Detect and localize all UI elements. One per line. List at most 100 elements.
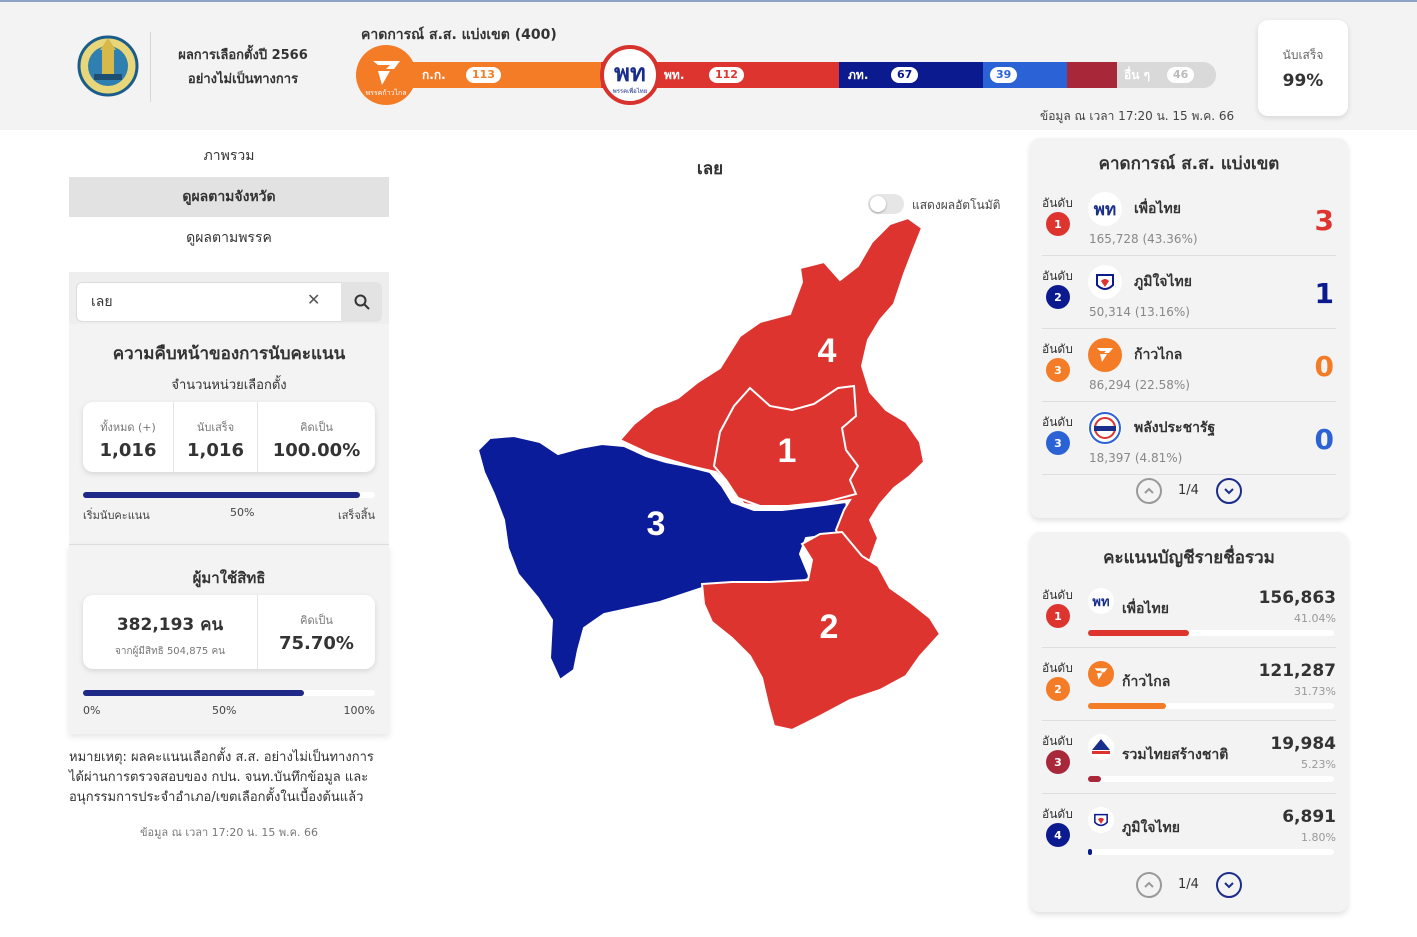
- rank-label: อันดับ: [1042, 588, 1073, 602]
- party-votes-value: 50,314: [1089, 305, 1131, 319]
- turnout-bar: [83, 690, 375, 696]
- turnout-percent-label: คิดเป็น: [300, 614, 333, 627]
- header-title-line1: ผลการเลือกตั้งปี 2566: [178, 48, 308, 63]
- constituency-row[interactable]: อันดับ 3 พลังประชารัฐ 18,397 (4.81%) 0: [1042, 403, 1336, 475]
- auto-refresh-toggle[interactable]: [868, 194, 904, 214]
- pheu-thai-logo: พท พรรคเพื่อไทย: [600, 45, 660, 105]
- turnout-voters: 382,193 คน จากผู้มีสิทธิ 504,875 คน: [83, 595, 257, 669]
- rank-label: อันดับ: [1042, 342, 1073, 356]
- rank-label: อันดับ: [1042, 269, 1073, 283]
- turnout-tick-start: 0%: [83, 704, 101, 717]
- seat-count-pt: 112: [709, 67, 744, 83]
- clear-search-icon[interactable]: ✕: [307, 290, 321, 309]
- turnout-panel: ผู้มาใช้สิทธิ 382,193 คน จากผู้มีสิทธิ 5…: [69, 544, 389, 734]
- party-list-row[interactable]: อันดับ 3 รวมไทยสร้างชาติ 19,984 5.23%: [1042, 722, 1336, 794]
- count-progress-panel: ความคืบหน้าของการนับคะแนน จำนวนหน่วยเลือ…: [69, 324, 389, 544]
- seat-label-other: อื่น ๆ: [1124, 68, 1151, 82]
- constituency-title: คาดการณ์ ส.ส. แบ่งเขต: [1098, 154, 1280, 174]
- district-1-area[interactable]: [712, 384, 860, 507]
- ect-emblem-logo: [77, 35, 139, 97]
- move-forward-caption: พรรคก้าวไกล: [366, 88, 407, 97]
- district-1-label: 1: [778, 432, 797, 470]
- party-pct: 41.04%: [1294, 612, 1336, 625]
- party-list-row[interactable]: อันดับ 4 ภูมิใจไทย 6,891 1.80%: [1042, 795, 1336, 867]
- units-total-value: 1,016: [99, 440, 157, 461]
- prev-page-button[interactable]: [1136, 872, 1162, 898]
- map-title: เลย: [696, 159, 724, 179]
- page-indicator: 1/4: [1178, 483, 1199, 498]
- party-list-title: คะแนนบัญชีรายชื่อรวม: [1103, 548, 1275, 568]
- constituency-row[interactable]: อันดับ 2 ภูมิใจไทย 50,314 (13.16%) 1: [1042, 257, 1336, 329]
- seat-count-other: 46: [1167, 67, 1195, 83]
- party-votes-value: 86,294: [1089, 378, 1131, 392]
- count-progress-bar: [83, 492, 375, 498]
- turnout-tick-mid: 50%: [212, 704, 237, 717]
- header-divider: [150, 32, 151, 102]
- units-counted: นับเสร็จ 1,016: [173, 402, 257, 472]
- vote-share-fill: [1088, 776, 1101, 782]
- party-votes-value: 18,397: [1089, 451, 1131, 465]
- chevron-up-icon: [1144, 487, 1154, 494]
- party-name: ก้าวไกล: [1134, 347, 1183, 363]
- turnout-voters-value: 382,193 คน: [116, 615, 224, 635]
- party-list-pager: 1/4: [1030, 872, 1348, 900]
- chevron-up-icon: [1144, 881, 1154, 888]
- pheu-thai-icon: พท: [1088, 192, 1122, 226]
- prev-page-button[interactable]: [1136, 478, 1162, 504]
- rank-badge: 4: [1046, 823, 1070, 847]
- party-seats: 1: [1314, 277, 1334, 310]
- svg-text:พท: พท: [614, 58, 646, 87]
- units-counted-label: นับเสร็จ: [196, 421, 235, 434]
- nav-by-province[interactable]: ดูผลตามจังหวัด: [69, 177, 389, 217]
- turnout-percent: คิดเป็น 75.70%: [257, 595, 375, 669]
- party-name: ภูมิใจไทย: [1134, 274, 1192, 290]
- units-percent: คิดเป็น 100.00%: [257, 402, 375, 472]
- party-votes-value: 165,728: [1089, 232, 1139, 246]
- count-progress-title: ความคืบหน้าของการนับคะแนน: [112, 344, 346, 364]
- vote-share-fill: [1088, 849, 1093, 855]
- constituency-row[interactable]: อันดับ 1 พท เพื่อไทย 165,728 (43.36%) 3: [1042, 184, 1336, 256]
- party-list-row[interactable]: อันดับ 1 พท เพื่อไทย 156,863 41.04%: [1042, 576, 1336, 648]
- vote-share-bar: [1088, 849, 1334, 855]
- rank-label: อันดับ: [1042, 734, 1073, 748]
- constituency-row[interactable]: อันดับ 3 ก้าวไกล 86,294 (22.58%) 0: [1042, 330, 1336, 402]
- count-progress-fill: [83, 492, 361, 498]
- party-votes: 121,287: [1258, 661, 1336, 681]
- page-indicator: 1/4: [1178, 877, 1199, 892]
- district-2-label: 2: [820, 608, 839, 646]
- party-name: ภูมิใจไทย: [1122, 820, 1180, 836]
- nav-by-party[interactable]: ดูผลตามพรรค: [186, 230, 272, 246]
- next-page-button[interactable]: [1216, 872, 1242, 898]
- count-progress-subtitle: จำนวนหน่วยเลือกตั้ง: [171, 378, 287, 393]
- rank-label: อันดับ: [1042, 415, 1073, 429]
- party-votes: 6,891: [1282, 807, 1336, 827]
- units-counted-value: 1,016: [187, 440, 244, 461]
- district-3-area[interactable]: [476, 434, 852, 682]
- province-map: 3 1 2 4: [476, 216, 942, 732]
- party-name: เพื่อไทย: [1122, 601, 1169, 617]
- next-page-button[interactable]: [1216, 478, 1242, 504]
- rank-badge: 3: [1046, 358, 1070, 382]
- disclaimer-note: หมายเหตุ: ผลคะแนนเลือกตั้ง ส.ส. อย่างไม่…: [69, 750, 374, 805]
- province-search-input[interactable]: [76, 282, 341, 322]
- party-name: ก้าวไกล: [1122, 674, 1171, 690]
- party-list-row[interactable]: อันดับ 2 ก้าวไกล 121,287 31.73%: [1042, 649, 1336, 721]
- turnout-tick-end: 100%: [343, 704, 375, 717]
- rank-label: อันดับ: [1042, 661, 1073, 675]
- seat-count-pprp: 39: [990, 67, 1018, 83]
- party-votes-pct: (4.81%): [1134, 451, 1183, 465]
- district-2-area[interactable]: [700, 530, 942, 732]
- seat-label-bjt: ภท.: [848, 68, 869, 82]
- header: ผลการเลือกตั้งปี 2566 อย่างไม่เป็นทางการ…: [0, 0, 1417, 130]
- party-seats: 0: [1314, 423, 1334, 456]
- auto-refresh-label: แสดงผลอัตโนมัติ: [912, 198, 1001, 212]
- seat-count-bjt: 67: [891, 67, 919, 83]
- move-forward-icon: พรรคก้าวไกล: [366, 61, 407, 97]
- vote-share-fill: [1088, 630, 1189, 636]
- nav-overview[interactable]: ภาพรวม: [203, 148, 255, 164]
- search-button[interactable]: [341, 282, 382, 322]
- turnout-fill: [83, 690, 305, 696]
- seat-count-mf: 113: [466, 67, 501, 83]
- chevron-down-icon: [1224, 882, 1234, 889]
